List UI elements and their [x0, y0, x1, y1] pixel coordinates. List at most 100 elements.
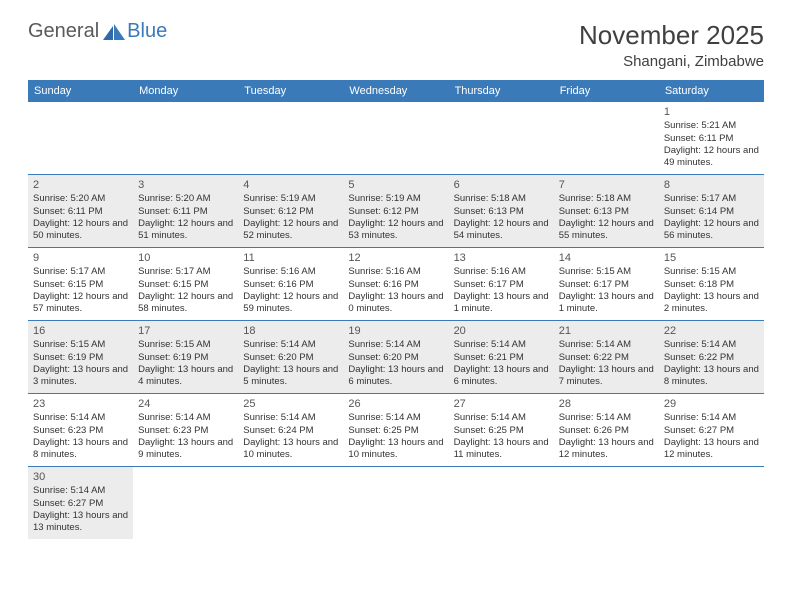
day-cell: 29Sunrise: 5:14 AMSunset: 6:27 PMDayligh… [659, 394, 764, 466]
day-daylight: Daylight: 12 hours and 59 minutes. [243, 291, 338, 316]
day-sunrise: Sunrise: 5:14 AM [454, 339, 549, 351]
day-daylight: Daylight: 13 hours and 1 minute. [559, 291, 654, 316]
day-daylight: Daylight: 13 hours and 10 minutes. [243, 437, 338, 462]
day-sunset: Sunset: 6:11 PM [664, 133, 759, 145]
day-sunrise: Sunrise: 5:14 AM [33, 485, 128, 497]
day-sunset: Sunset: 6:21 PM [454, 352, 549, 364]
day-sunrise: Sunrise: 5:14 AM [243, 412, 338, 424]
day-daylight: Daylight: 13 hours and 6 minutes. [348, 364, 443, 389]
day-cell: 7Sunrise: 5:18 AMSunset: 6:13 PMDaylight… [554, 175, 659, 247]
day-daylight: Daylight: 13 hours and 9 minutes. [138, 437, 233, 462]
day-daylight: Daylight: 12 hours and 54 minutes. [454, 218, 549, 243]
day-cell: 15Sunrise: 5:15 AMSunset: 6:18 PMDayligh… [659, 248, 764, 320]
day-daylight: Daylight: 13 hours and 10 minutes. [348, 437, 443, 462]
day-sunset: Sunset: 6:13 PM [454, 206, 549, 218]
day-daylight: Daylight: 13 hours and 7 minutes. [559, 364, 654, 389]
week-row: 30Sunrise: 5:14 AMSunset: 6:27 PMDayligh… [28, 467, 764, 539]
week-row: 9 Sunrise: 5:17 AM Sunset: 6:15 PM Daylight… [28, 248, 764, 321]
day-cell [343, 102, 448, 174]
day-daylight: Daylight: 12 hours and 51 minutes. [138, 218, 233, 243]
day-number: 5 [348, 178, 443, 192]
day-sunrise: Sunrise: 5:14 AM [559, 412, 654, 424]
month-title: November 2025 [579, 20, 764, 51]
day-daylight: Daylight: 13 hours and 12 minutes. [559, 437, 654, 462]
day-cell: 19Sunrise: 5:14 AMSunset: 6:20 PMDayligh… [343, 321, 448, 393]
day-number: 24 [138, 397, 233, 411]
day-daylight: Daylight: 12 hours and 53 minutes. [348, 218, 443, 243]
day-daylight: Daylight: 12 hours and 56 minutes. [664, 218, 759, 243]
day-sunset: Sunset: 6:27 PM [664, 425, 759, 437]
day-number: 3 [138, 178, 233, 192]
day-header-fri: Friday [554, 80, 659, 102]
weeks-container: 1Sunrise: 5:21 AMSunset: 6:11 PMDaylight… [28, 102, 764, 539]
calendar: Sunday Monday Tuesday Wednesday Thursday… [0, 80, 792, 539]
day-sunrise: Sunrise: 5:17 AM [138, 266, 233, 278]
day-number: 25 [243, 397, 338, 411]
day-number: 6 [454, 178, 549, 192]
week-row: 23Sunrise: 5:14 AMSunset: 6:23 PMDayligh… [28, 394, 764, 467]
day-cell: 22Sunrise: 5:14 AMSunset: 6:22 PMDayligh… [659, 321, 764, 393]
day-header-thu: Thursday [449, 80, 554, 102]
day-cell: 13Sunrise: 5:16 AMSunset: 6:17 PMDayligh… [449, 248, 554, 320]
day-header-mon: Monday [133, 80, 238, 102]
day-number: 19 [348, 324, 443, 338]
day-header-row: Sunday Monday Tuesday Wednesday Thursday… [28, 80, 764, 102]
day-sunrise: Sunrise: 5:15 AM [559, 266, 654, 278]
day-sunrise: Sunrise: 5:14 AM [138, 412, 233, 424]
day-number: 15 [664, 251, 759, 265]
day-header-sun: Sunday [28, 80, 133, 102]
day-sunrise: Sunrise: 5:16 AM [243, 266, 338, 278]
day-daylight: Daylight: 12 hours and 49 minutes. [664, 145, 759, 170]
day-number: 14 [559, 251, 654, 265]
day-cell: 3Sunrise: 5:20 AMSunset: 6:11 PMDaylight… [133, 175, 238, 247]
day-cell: 30Sunrise: 5:14 AMSunset: 6:27 PMDayligh… [28, 467, 133, 539]
day-number: 20 [454, 324, 549, 338]
day-daylight: Daylight: 13 hours and 0 minutes. [348, 291, 443, 316]
day-sunrise: Sunrise: 5:15 AM [138, 339, 233, 351]
day-cell [554, 467, 659, 539]
day-cell: 14Sunrise: 5:15 AMSunset: 6:17 PMDayligh… [554, 248, 659, 320]
day-cell: 17Sunrise: 5:15 AMSunset: 6:19 PMDayligh… [133, 321, 238, 393]
day-number: 23 [33, 397, 128, 411]
title-block: November 2025 Shangani, Zimbabwe [579, 20, 764, 70]
day-number: 17 [138, 324, 233, 338]
day-cell: 12Sunrise: 5:16 AMSunset: 6:16 PMDayligh… [343, 248, 448, 320]
day-sunset: Sunset: 6:20 PM [348, 352, 443, 364]
day-cell: 25Sunrise: 5:14 AMSunset: 6:24 PMDayligh… [238, 394, 343, 466]
day-number: 26 [348, 397, 443, 411]
day-header-sat: Saturday [659, 80, 764, 102]
day-sunrise: Sunrise: 5:14 AM [33, 412, 128, 424]
day-sunset: Sunset: 6:11 PM [138, 206, 233, 218]
week-row: 2Sunrise: 5:20 AMSunset: 6:11 PMDaylight… [28, 175, 764, 248]
day-sunset: Sunset: 6:11 PM [33, 206, 128, 218]
day-number: 9 [33, 251, 128, 265]
day-cell: 20Sunrise: 5:14 AMSunset: 6:21 PMDayligh… [449, 321, 554, 393]
day-daylight: Daylight: 12 hours and 55 minutes. [559, 218, 654, 243]
day-cell: 5Sunrise: 5:19 AMSunset: 6:12 PMDaylight… [343, 175, 448, 247]
day-sunset: Sunset: 6:15 PM [33, 279, 128, 291]
day-cell: 24Sunrise: 5:14 AMSunset: 6:23 PMDayligh… [133, 394, 238, 466]
day-sunrise: Sunrise: 5:15 AM [33, 339, 128, 351]
day-sunrise: Sunrise: 5:18 AM [559, 193, 654, 205]
day-sunrise: Sunrise: 5:15 AM [664, 266, 759, 278]
logo: General Blue [28, 20, 167, 43]
day-sunset: Sunset: 6:20 PM [243, 352, 338, 364]
day-sunset: Sunset: 6:19 PM [33, 352, 128, 364]
day-cell: 28Sunrise: 5:14 AMSunset: 6:26 PMDayligh… [554, 394, 659, 466]
day-sunset: Sunset: 6:27 PM [33, 498, 128, 510]
day-cell [449, 467, 554, 539]
day-sunset: Sunset: 6:16 PM [243, 279, 338, 291]
day-daylight: Daylight: 12 hours and 50 minutes. [33, 218, 128, 243]
day-sunrise: Sunrise: 5:17 AM [664, 193, 759, 205]
day-daylight: Daylight: 13 hours and 6 minutes. [454, 364, 549, 389]
day-sunset: Sunset: 6:25 PM [454, 425, 549, 437]
day-sunset: Sunset: 6:17 PM [454, 279, 549, 291]
day-sunset: Sunset: 6:22 PM [664, 352, 759, 364]
day-number: 7 [559, 178, 654, 192]
day-cell: 8Sunrise: 5:17 AMSunset: 6:14 PMDaylight… [659, 175, 764, 247]
day-sunrise: Sunrise: 5:20 AM [138, 193, 233, 205]
day-number: 21 [559, 324, 654, 338]
day-cell: 23Sunrise: 5:14 AMSunset: 6:23 PMDayligh… [28, 394, 133, 466]
day-sunset: Sunset: 6:16 PM [348, 279, 443, 291]
day-cell [133, 467, 238, 539]
